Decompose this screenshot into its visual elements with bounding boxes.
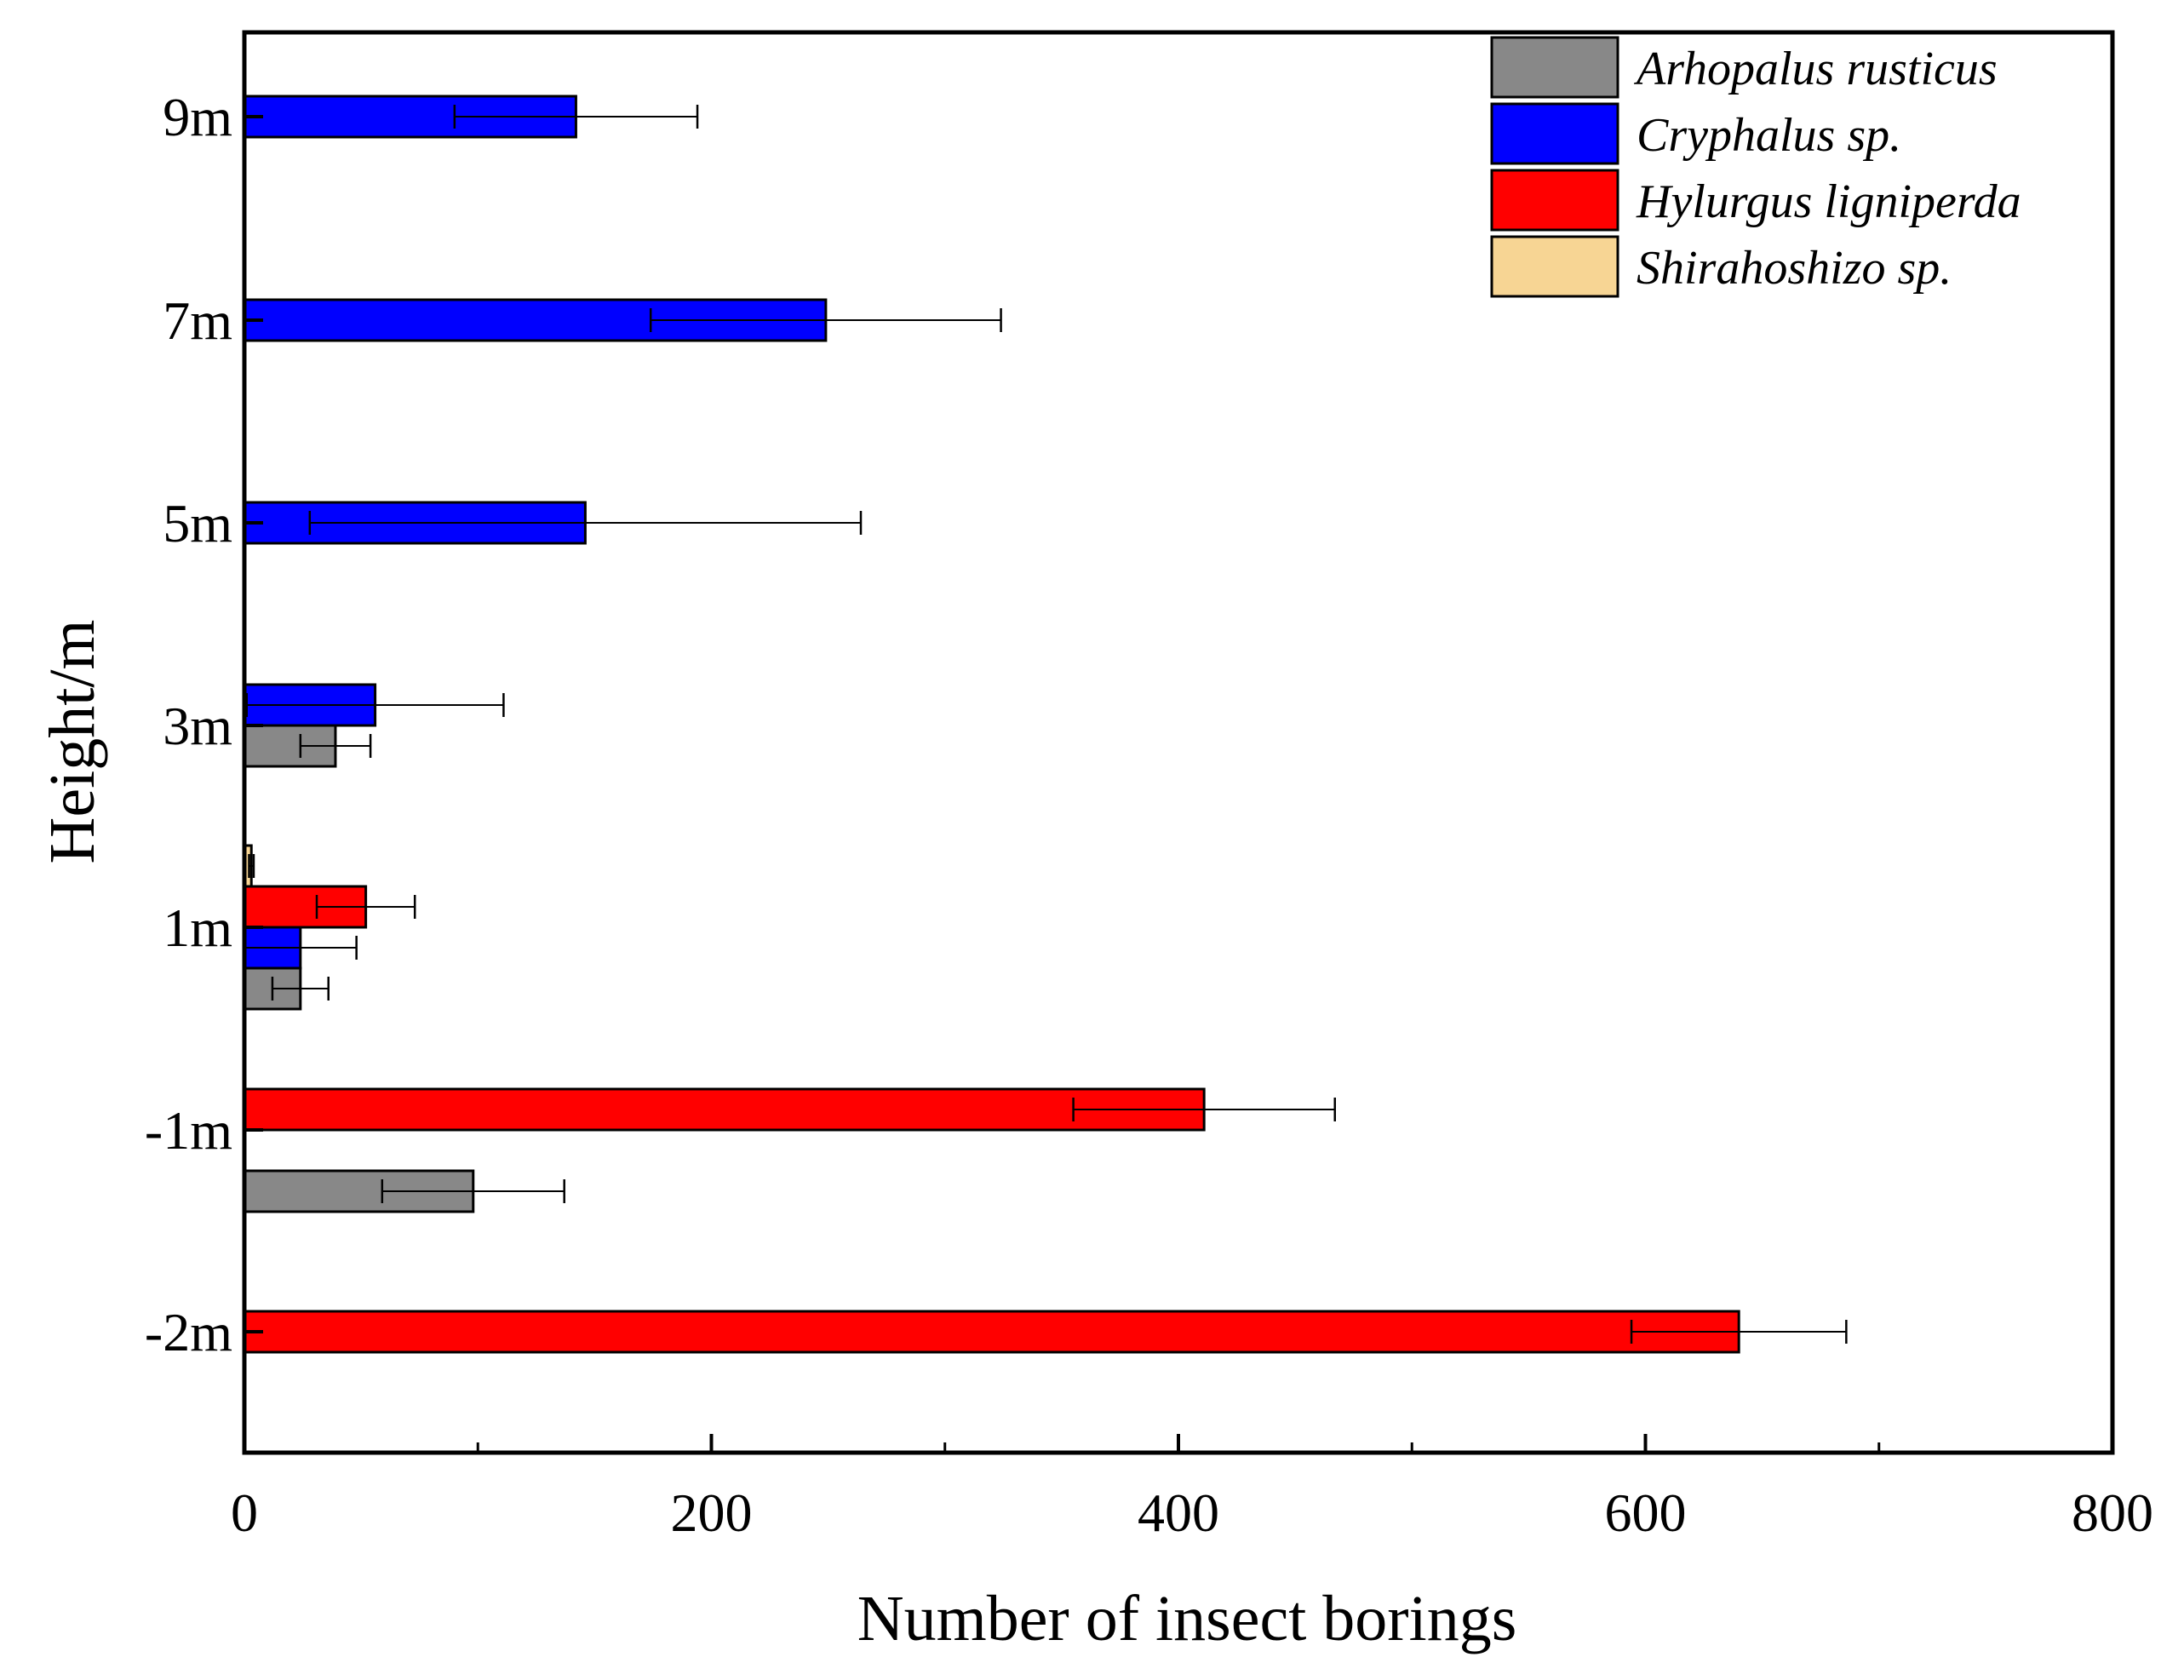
error-bar-arhopalus-rusticus-3m <box>299 734 372 758</box>
error-bar-cryphalus-sp-9m <box>453 105 699 129</box>
legend-entry-arhopalus-rusticus: Arhopalus rusticus <box>1490 36 1998 99</box>
error-bars-layer <box>243 105 1848 1344</box>
legend-swatch <box>1490 36 1619 99</box>
error-bar-hylurgus-ligniperda-1m <box>315 895 416 919</box>
error-bar-cryphalus-sp-7m <box>649 308 1002 332</box>
y-axis-title: Height/m <box>37 619 108 863</box>
x-tick-label: 400 <box>1138 1482 1219 1543</box>
legend-label: Shirahoshizo sp. <box>1637 242 1952 295</box>
x-tick-label: 0 <box>231 1482 258 1543</box>
legend-entry-shirahoshizo-sp: Shirahoshizo sp. <box>1490 235 1952 298</box>
bar-hylurgus-ligniperda--1m <box>243 1087 1206 1132</box>
x-tick-label: 800 <box>2072 1482 2153 1543</box>
y-category-label: 9m <box>163 87 232 147</box>
x-tick-label: 600 <box>1605 1482 1687 1543</box>
x-tick-label: 200 <box>671 1482 753 1543</box>
legend-entry-hylurgus-ligniperda: Hylurgus ligniperda <box>1490 169 2021 232</box>
y-category-label: 3m <box>163 696 232 756</box>
legend-swatch <box>1490 102 1619 165</box>
axes-layer: 0 200 400 600 800 -2m -1m 1m 3m 5m 7m 9m <box>145 87 2153 1543</box>
error-bar-arhopalus-rusticus-1m <box>271 977 330 1001</box>
error-bar-cryphalus-sp-5m <box>308 511 863 535</box>
y-category-label: 1m <box>163 897 232 958</box>
y-category-label: -1m <box>145 1100 232 1161</box>
error-bar-cryphalus-sp-3m <box>245 693 505 717</box>
error-bar-arhopalus-rusticus--1m <box>381 1179 565 1203</box>
legend-label: Cryphalus sp. <box>1637 109 1901 162</box>
y-category-label: -2m <box>145 1302 232 1362</box>
legend-swatch <box>1490 169 1619 232</box>
legend: Arhopalus rusticus Cryphalus sp. Hylurgus … <box>1490 36 2021 298</box>
error-bar-hylurgus-ligniperda--2m <box>1630 1320 1848 1344</box>
legend-label: Arhopalus rusticus <box>1633 43 1998 95</box>
legend-label: Hylurgus ligniperda <box>1636 175 2021 228</box>
y-category-label: 5m <box>163 493 232 553</box>
legend-entry-cryphalus-sp: Cryphalus sp. <box>1490 102 1901 165</box>
bar-hylurgus-ligniperda--2m <box>243 1310 1740 1354</box>
error-bar-shirahoshizo-sp-1m <box>248 854 255 878</box>
error-bar-hylurgus-ligniperda--1m <box>1072 1098 1336 1121</box>
x-axis-title: Number of insect borings <box>857 1583 1517 1654</box>
y-category-label: 7m <box>163 290 232 351</box>
legend-swatch <box>1490 235 1619 298</box>
